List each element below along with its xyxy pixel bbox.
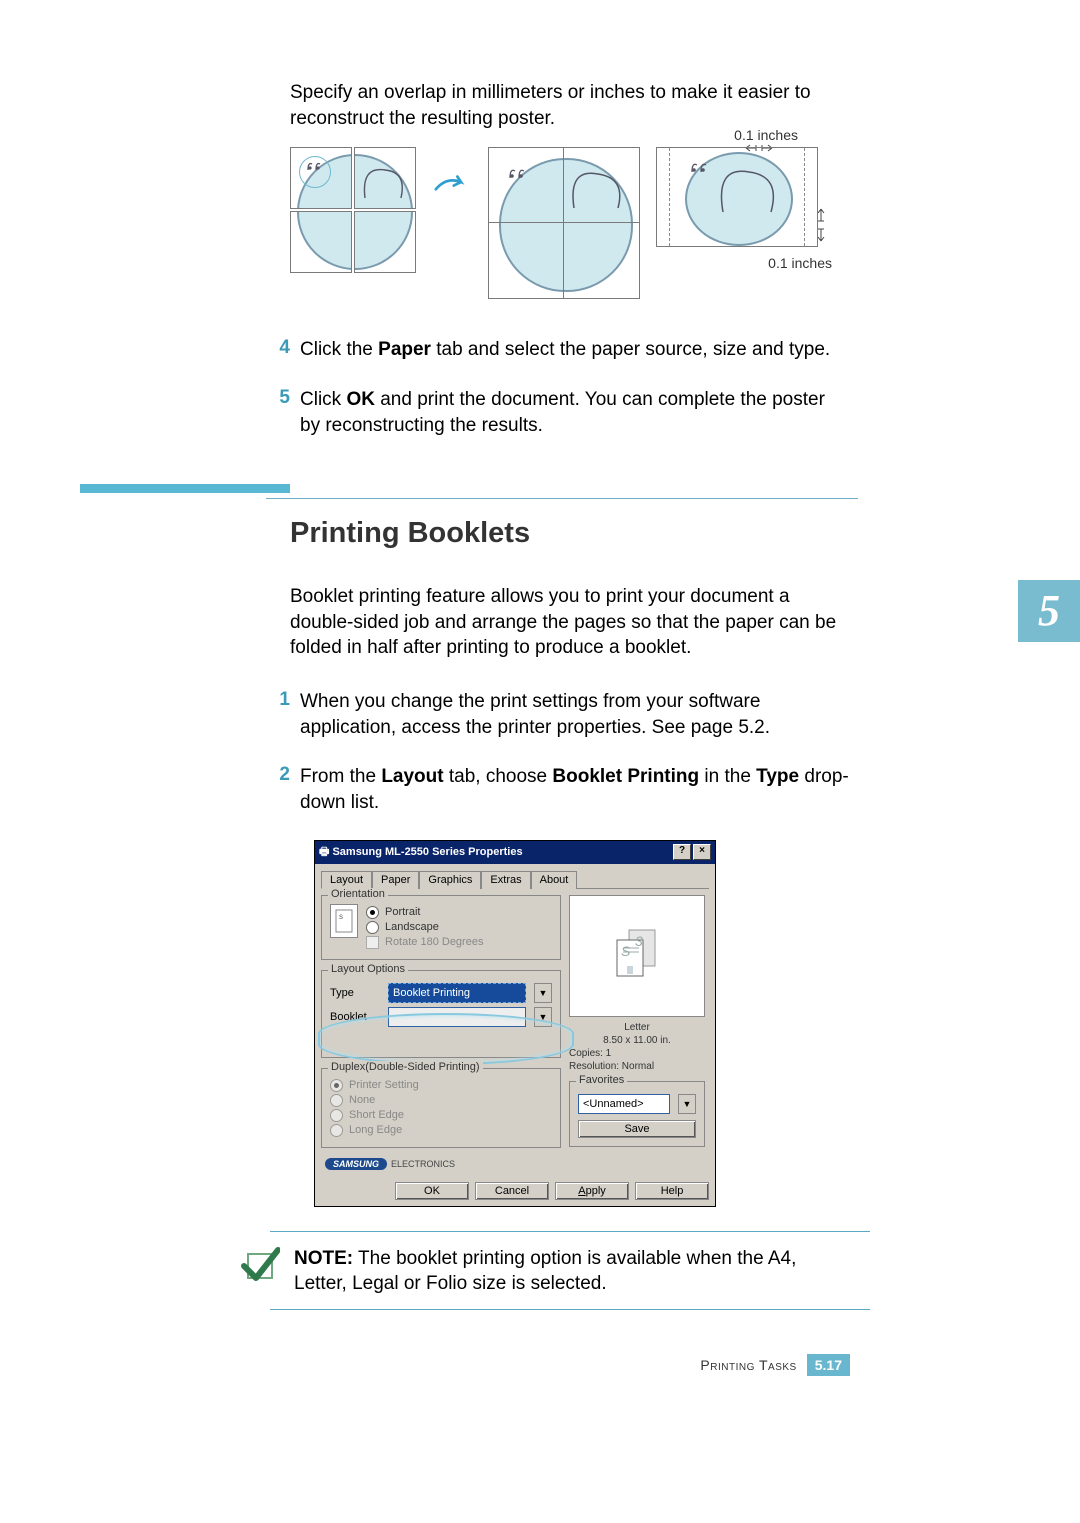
poster-grid-1	[290, 147, 416, 273]
save-button[interactable]: Save	[578, 1120, 696, 1138]
section-title: Printing Booklets	[290, 517, 850, 550]
help-button[interactable]: Help	[635, 1182, 709, 1200]
orientation-group: Orientation s Portrait Landscape Rotate …	[321, 895, 561, 960]
arrow-icon	[434, 173, 470, 195]
ok-button[interactable]: OK	[395, 1182, 469, 1200]
poster-assembled	[656, 147, 818, 247]
svg-text:3: 3	[635, 933, 643, 949]
chevron-down-icon[interactable]: ▼	[534, 1007, 552, 1027]
chevron-down-icon[interactable]: ▼	[678, 1094, 696, 1114]
layout-options-group: Layout Options Type Booklet Printing ▼ B…	[321, 970, 561, 1058]
preview-box: 3 S	[569, 895, 705, 1017]
footer-page: 5.17	[807, 1354, 850, 1376]
printer-icon: 🖶	[319, 843, 329, 862]
step-4: 4 Click the Paper tab and select the pap…	[266, 337, 850, 363]
step-1: 1 When you change the print settings fro…	[266, 689, 850, 740]
radio-none[interactable]: None	[330, 1094, 552, 1107]
step-5: 5 Click OK and print the document. You c…	[266, 387, 850, 438]
poster-intro: Specify an overlap in millimeters or inc…	[290, 80, 850, 131]
step-text: From the Layout tab, choose Booklet Prin…	[300, 764, 850, 815]
dialog-title: Samsung ML-2550 Series Properties	[332, 846, 522, 858]
checkbox-rotate[interactable]: Rotate 180 Degrees	[366, 936, 483, 949]
dialog-tabs: Layout Paper Graphics Extras About	[321, 870, 709, 889]
radio-landscape[interactable]: Landscape	[366, 921, 483, 934]
layout-legend: Layout Options	[328, 963, 408, 975]
step-num: 1	[266, 689, 290, 711]
radio-portrait[interactable]: Portrait	[366, 906, 483, 919]
cancel-button[interactable]: Cancel	[475, 1182, 549, 1200]
favorites-group: Favorites <Unnamed> ▼ Save	[569, 1081, 705, 1147]
preview-info: Letter 8.50 x 11.00 in. Copies: 1 Resolu…	[569, 1021, 705, 1073]
step-num: 5	[266, 387, 290, 409]
overlap-label-right: 0.1 inches	[768, 255, 832, 271]
favorites-legend: Favorites	[576, 1074, 627, 1086]
printer-properties-dialog: 🖶 Samsung ML-2550 Series Properties ? × …	[314, 840, 716, 1207]
duplex-legend: Duplex(Double-Sided Printing)	[328, 1061, 483, 1073]
step-text: Click the Paper tab and select the paper…	[300, 337, 830, 363]
type-combo[interactable]: Booklet Printing	[388, 983, 526, 1003]
tab-extras[interactable]: Extras	[481, 871, 530, 889]
step-num: 4	[266, 337, 290, 359]
svg-text:s: s	[339, 912, 343, 921]
type-label: Type	[330, 987, 380, 999]
booklet-label: Booklet	[330, 1011, 380, 1023]
svg-text:S: S	[621, 943, 631, 959]
section-intro: Booklet printing feature allows you to p…	[290, 584, 850, 661]
poster-diagram: 0.1 inches 0.1 inches	[290, 147, 850, 297]
note-divider-top	[270, 1231, 870, 1232]
duplex-group: Duplex(Double-Sided Printing) Printer Se…	[321, 1068, 561, 1148]
step-text: When you change the print settings from …	[300, 689, 850, 740]
apply-button[interactable]: Apply	[555, 1182, 629, 1200]
note-divider-bottom	[270, 1309, 870, 1310]
close-icon[interactable]: ×	[693, 844, 711, 860]
tab-layout[interactable]: Layout	[321, 871, 372, 889]
chevron-down-icon[interactable]: ▼	[534, 983, 552, 1003]
note-label: NOTE:	[294, 1248, 353, 1269]
step-text: Click OK and print the document. You can…	[300, 387, 850, 438]
orientation-legend: Orientation	[328, 888, 388, 900]
step-num: 2	[266, 764, 290, 786]
page-footer: Printing Tasks 5.17	[290, 1354, 850, 1376]
overlap-label-top: 0.1 inches	[734, 127, 798, 143]
booklet-combo[interactable]	[388, 1007, 526, 1027]
orientation-icon: s	[330, 904, 358, 938]
tab-about[interactable]: About	[531, 871, 578, 889]
radio-printer-setting[interactable]: Printer Setting	[330, 1079, 552, 1092]
radio-short-edge[interactable]: Short Edge	[330, 1109, 552, 1122]
checkmark-icon	[240, 1246, 280, 1286]
poster-grid-2	[488, 147, 638, 297]
chapter-tab: 5	[1018, 580, 1080, 642]
note-body: The booklet printing option is available…	[294, 1248, 796, 1295]
note: NOTE: The booklet printing option is ava…	[240, 1246, 850, 1297]
help-icon[interactable]: ?	[673, 844, 691, 860]
step-2: 2 From the Layout tab, choose Booklet Pr…	[266, 764, 850, 815]
brand: SAMSUNG ELECTRONICS	[325, 1158, 561, 1170]
tab-paper[interactable]: Paper	[372, 871, 419, 889]
section-divider	[290, 484, 850, 499]
favorites-combo[interactable]: <Unnamed>	[578, 1094, 670, 1114]
footer-section: Printing Tasks	[700, 1357, 796, 1373]
tab-graphics[interactable]: Graphics	[419, 871, 481, 889]
radio-long-edge[interactable]: Long Edge	[330, 1124, 552, 1137]
dialog-titlebar: 🖶 Samsung ML-2550 Series Properties ? ×	[315, 841, 715, 864]
